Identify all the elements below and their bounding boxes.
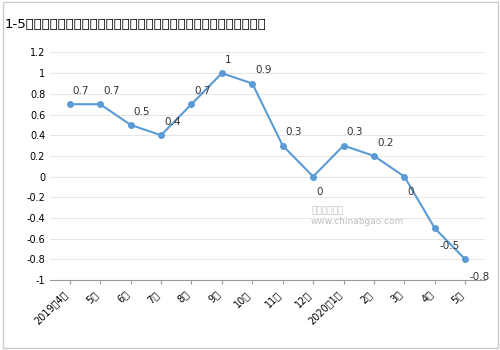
Text: 0.7: 0.7 xyxy=(73,86,90,96)
Text: 0: 0 xyxy=(316,187,322,197)
Text: 0.4: 0.4 xyxy=(164,117,180,127)
Text: 0.2: 0.2 xyxy=(377,138,394,148)
Text: -0.5: -0.5 xyxy=(440,241,460,251)
Text: 0: 0 xyxy=(408,187,414,197)
Text: 1: 1 xyxy=(225,55,232,65)
Text: 0.7: 0.7 xyxy=(194,86,211,96)
Text: 0.7: 0.7 xyxy=(103,86,120,96)
Text: 0.9: 0.9 xyxy=(256,65,272,75)
Text: 中国报告大厅
www.chinabgao.com: 中国报告大厅 www.chinabgao.com xyxy=(311,206,404,226)
Text: 1-5月泵、阀门、压缩机及类似机械制造工业生产者出厂价格指数同比涨: 1-5月泵、阀门、压缩机及类似机械制造工业生产者出厂价格指数同比涨 xyxy=(5,18,267,30)
Text: 0.5: 0.5 xyxy=(134,107,150,117)
Text: -0.8: -0.8 xyxy=(470,272,490,282)
Text: 0.3: 0.3 xyxy=(286,127,302,137)
Text: 0.3: 0.3 xyxy=(346,127,363,137)
